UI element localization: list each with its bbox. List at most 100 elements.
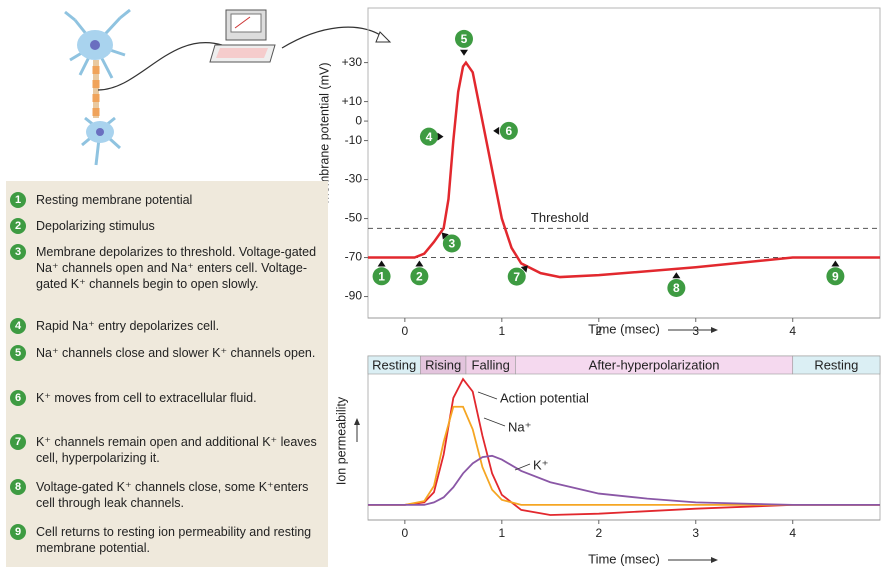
- x-tick-label: 1: [498, 324, 505, 338]
- phase-label: After-hyperpolarization: [589, 357, 720, 372]
- step-number: 5: [10, 345, 26, 361]
- step: 6 K⁺ moves from cell to extracellular flu…: [10, 390, 320, 406]
- series-label: K⁺: [533, 457, 549, 472]
- x-label-arrowhead: [711, 557, 718, 563]
- step: 2 Depolarizing stimulus: [10, 218, 320, 234]
- annotation-number: 6: [506, 124, 513, 138]
- step: 7 K⁺ channels remain open and additional …: [10, 434, 320, 466]
- step-number: 4: [10, 318, 26, 334]
- step-number: 9: [10, 524, 26, 540]
- annotation-badge: [442, 234, 461, 253]
- step: 5 Na⁺ channels close and slower K⁺ channe…: [10, 345, 320, 361]
- x-tick-label: 4: [789, 526, 796, 540]
- step: 1 Resting membrane potential: [10, 192, 320, 208]
- y-tick-label: -30: [345, 172, 363, 186]
- annotation-number: 4: [426, 130, 433, 144]
- x-tick-label: 3: [692, 526, 699, 540]
- step-text: K⁺ moves from cell to extracellular flui…: [36, 391, 257, 405]
- step-number: 3: [10, 244, 26, 260]
- step-text: Rapid Na⁺ entry depolarizes cell.: [36, 319, 220, 333]
- step-number: 8: [10, 479, 26, 495]
- y-tick-label: -70: [345, 250, 363, 264]
- step-number: 1: [10, 192, 26, 208]
- reference-label: Threshold: [531, 210, 589, 225]
- y-axis-label: Membrane potential (mV): [317, 62, 331, 203]
- annotation-arrow: [520, 265, 528, 273]
- x-tick-label: 2: [595, 526, 602, 540]
- y-axis-label: Ion permeability: [334, 396, 348, 485]
- annotation-badge: [507, 267, 526, 286]
- x-tick-label: 3: [692, 324, 699, 338]
- annotation-badge: [410, 267, 429, 286]
- annotation-arrow: [460, 49, 468, 56]
- x-tick-label: 2: [595, 324, 602, 338]
- step-text: Depolarizing stimulus: [36, 219, 155, 233]
- phase-label: Rising: [425, 357, 461, 372]
- annotation-badge: [419, 127, 438, 146]
- step-number: 6: [10, 390, 26, 406]
- y-tick-label: 0: [355, 113, 362, 127]
- x-label-arrowhead: [711, 327, 718, 333]
- series-label-leader: [483, 417, 506, 427]
- series-line: [368, 377, 880, 516]
- step-text: Resting membrane potential: [36, 193, 193, 207]
- phase-band: [792, 355, 881, 375]
- annotation-arrow: [441, 232, 449, 240]
- series-line: [368, 60, 880, 279]
- step: 4 Rapid Na⁺ entry depolarizes cell.: [10, 318, 320, 334]
- step: 9 Cell returns to resting ion permeabilit…: [10, 524, 320, 556]
- annotation-badge: [826, 267, 845, 286]
- step-number: 7: [10, 434, 26, 450]
- series-line: [368, 405, 880, 506]
- y-tick-label: -90: [345, 289, 363, 303]
- y-tick-label: -50: [345, 211, 363, 225]
- x-tick-label: 4: [789, 324, 796, 338]
- y-label-arrowhead: [354, 418, 360, 425]
- y-tick-label: +10: [342, 94, 363, 108]
- step: 8 Voltage-gated K⁺ channels close, some K…: [10, 479, 320, 511]
- x-tick-label: 0: [402, 324, 409, 338]
- annotation-arrow: [493, 126, 500, 135]
- y-tick-label: -10: [345, 133, 363, 147]
- step-text: Voltage-gated K⁺ channels close, some K⁺…: [36, 480, 309, 510]
- series-line: [368, 454, 880, 506]
- annotation-number: 8: [673, 281, 680, 295]
- series-label: Action potential: [500, 390, 589, 405]
- phase-label: Falling: [472, 357, 510, 372]
- plot-frame: [367, 7, 881, 319]
- annotation-badge: [372, 267, 391, 286]
- series-label-leader: [477, 391, 498, 400]
- phase-label: Resting: [372, 357, 416, 372]
- neuron-illustration: [64, 8, 392, 166]
- step: 3 Membrane depolarizes to threshold. Volt…: [10, 244, 320, 292]
- annotation-arrow: [831, 260, 840, 267]
- y-tick-label: +30: [342, 55, 363, 69]
- series-label-leader: [514, 463, 531, 471]
- annotation-arrow: [437, 132, 444, 141]
- phase-label: Resting: [814, 357, 858, 372]
- annotation-number: 3: [449, 237, 456, 251]
- step-text: Na⁺ channels close and slower K⁺ channel…: [36, 346, 316, 360]
- annotation-badge: [455, 29, 473, 48]
- annotation-number: 7: [513, 270, 520, 284]
- x-axis-label: Time (msec): [588, 321, 660, 336]
- series-label: Na⁺: [508, 419, 531, 434]
- annotation-number: 5: [461, 32, 468, 46]
- step-number: 2: [10, 218, 26, 234]
- annotation-number: 2: [416, 269, 423, 283]
- annotation-badge: [499, 121, 518, 140]
- step-text: K⁺ channels remain open and additional K…: [36, 435, 317, 465]
- step-list: 1 Resting membrane potential 2 Depolarizing…: [6, 181, 328, 567]
- annotation-arrow: [672, 272, 681, 279]
- step-text: Membrane depolarizes to threshold. Volta…: [36, 245, 317, 291]
- annotation-badge: [667, 278, 686, 297]
- annotation-number: 9: [832, 269, 839, 283]
- step-text: Cell returns to resting ion permeability…: [36, 525, 312, 555]
- x-axis-label: Time (msec): [588, 551, 660, 566]
- annotation-number: 1: [378, 269, 385, 283]
- x-tick-label: 1: [498, 526, 505, 540]
- annotation-arrow: [415, 260, 424, 267]
- x-tick-label: 0: [402, 526, 409, 540]
